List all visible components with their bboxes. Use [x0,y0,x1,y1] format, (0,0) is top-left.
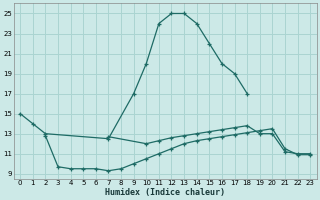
X-axis label: Humidex (Indice chaleur): Humidex (Indice chaleur) [105,188,225,197]
